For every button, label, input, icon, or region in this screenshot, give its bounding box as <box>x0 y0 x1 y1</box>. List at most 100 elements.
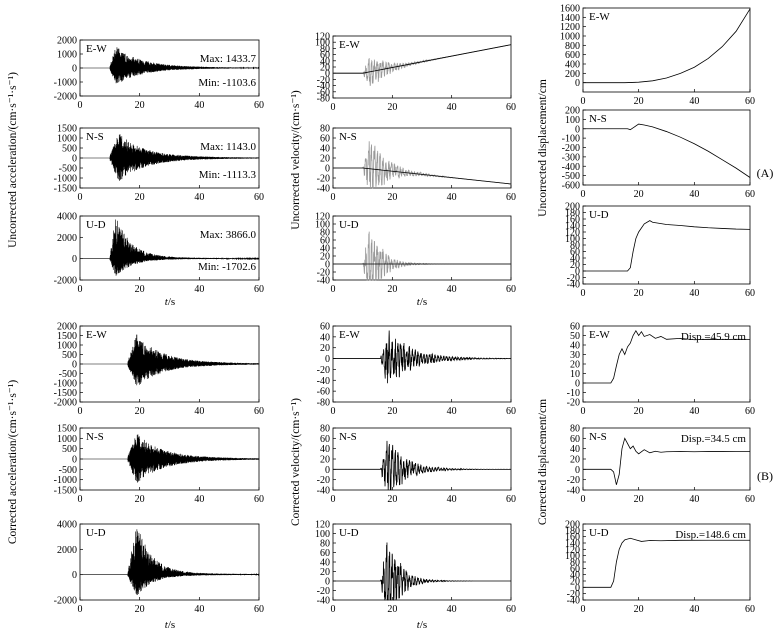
y-tick-label: 160 <box>565 215 580 226</box>
y-tick-label: 2000 <box>57 233 77 244</box>
y-tick-label: -400 <box>562 162 580 173</box>
x-tick-label: 40 <box>689 189 699 200</box>
y-tick-label: 100 <box>315 220 330 231</box>
y-tick-label: 2000 <box>57 36 77 47</box>
x-tick-label: 20 <box>387 406 397 417</box>
y-tick-label: 20 <box>570 260 580 271</box>
y-tick-label: 140 <box>565 539 580 550</box>
y-tick-label: -20 <box>567 273 580 284</box>
component-label: U-D <box>339 219 359 231</box>
y-tick-label: 0 <box>575 267 580 278</box>
y-tick-label: 100 <box>565 115 580 126</box>
x-tick-label: 0 <box>581 288 586 299</box>
x-tick-label: 60 <box>745 96 755 107</box>
component-label: E-W <box>86 329 107 341</box>
y-tick-label: 20 <box>570 455 580 466</box>
x-tick-label: 20 <box>387 102 397 113</box>
y-tick-label: 0 <box>325 69 330 80</box>
y-tick-label: -1500 <box>54 388 77 399</box>
y-tick-label: -40 <box>567 486 580 497</box>
component-label: E-W <box>86 43 107 55</box>
x-axis-label: t/s <box>417 619 427 631</box>
y-tick-label: 2000 <box>57 322 77 333</box>
y-axis-label-unc-disp: Uncorrected displacement/cm <box>537 79 549 217</box>
y-tick-label: -40 <box>317 486 330 497</box>
plot-frame <box>582 109 751 186</box>
y-tick-label: 80 <box>320 44 330 55</box>
y-tick-label: 1500 <box>57 424 77 435</box>
y-tick-label: -2000 <box>54 276 77 287</box>
y-tick-label: 120 <box>565 228 580 239</box>
x-tick-label: 0 <box>581 494 586 505</box>
y-tick-label: 80 <box>570 241 580 252</box>
y-tick-label: 2000 <box>57 545 77 556</box>
min-annotation: Min: -1702.6 <box>198 261 257 273</box>
y-tick-label: 0 <box>575 465 580 476</box>
y-tick-label: 120 <box>315 520 330 531</box>
x-tick-label: 20 <box>387 192 397 203</box>
y-tick-label: 50 <box>570 331 580 342</box>
x-tick-label: 20 <box>634 189 644 200</box>
x-tick-label: 60 <box>254 192 264 203</box>
y-tick-label: -600 <box>562 181 580 192</box>
baseline-trend <box>333 167 512 185</box>
y-axis-label-unc-acc: Uncorrected acceleration/(cm·s⁻¹·s⁻¹) <box>7 72 19 248</box>
x-tick-label: 60 <box>254 284 264 295</box>
y-tick-label: -2000 <box>54 596 77 607</box>
series-line <box>80 334 260 386</box>
y-tick-label: 40 <box>320 558 330 569</box>
component-label: E-W <box>339 329 360 341</box>
plot-frame <box>79 523 260 601</box>
y-tick-label: 20 <box>570 360 580 371</box>
x-tick-label: 40 <box>447 284 457 295</box>
x-tick-label: 0 <box>331 284 336 295</box>
y-tick-label: 180 <box>565 208 580 219</box>
x-tick-label: 0 <box>331 406 336 417</box>
x-tick-label: 40 <box>447 494 457 505</box>
x-tick-label: 60 <box>506 494 516 505</box>
x-tick-label: 20 <box>135 284 145 295</box>
y-tick-label: 0 <box>72 570 77 581</box>
y-tick-label: -200 <box>562 143 580 154</box>
y-tick-label: 60 <box>570 564 580 575</box>
x-tick-label: 60 <box>506 604 516 615</box>
x-tick-label: 40 <box>194 100 204 111</box>
disp-annotation: Disp.=148.6 cm <box>675 529 746 541</box>
x-tick-label: 40 <box>194 192 204 203</box>
y-tick-label: 40 <box>570 570 580 581</box>
y-tick-label: -40 <box>317 376 330 387</box>
component-label: E-W <box>589 11 610 23</box>
y-tick-label: 1000 <box>57 434 77 445</box>
min-annotation: Min: -1113.3 <box>199 169 257 181</box>
x-tick-label: 0 <box>78 604 83 615</box>
y-tick-label: 0 <box>72 254 77 265</box>
y-tick-label: 80 <box>570 424 580 435</box>
x-tick-label: 60 <box>254 604 264 615</box>
x-tick-label: 20 <box>135 100 145 111</box>
x-tick-label: 20 <box>135 192 145 203</box>
x-tick-label: 40 <box>447 102 457 113</box>
x-tick-label: 0 <box>78 100 83 111</box>
x-tick-label: 40 <box>194 604 204 615</box>
y-tick-label: -20 <box>317 75 330 86</box>
panel-label-a: (A) <box>757 166 774 180</box>
y-tick-label: -10 <box>567 388 580 399</box>
y-tick-label: 40 <box>320 444 330 455</box>
disp-annotation: Disp.=34.5 cm <box>681 433 747 445</box>
y-tick-label: -100 <box>562 134 580 145</box>
series-line <box>333 542 511 601</box>
x-tick-label: 0 <box>78 192 83 203</box>
x-tick-label: 20 <box>634 604 644 615</box>
y-tick-label: -1500 <box>54 486 77 497</box>
y-tick-label: -80 <box>317 398 330 409</box>
series-line <box>583 123 751 178</box>
y-tick-label: 0 <box>325 164 330 175</box>
y-tick-label: 60 <box>570 434 580 445</box>
plot-frame <box>332 325 512 403</box>
